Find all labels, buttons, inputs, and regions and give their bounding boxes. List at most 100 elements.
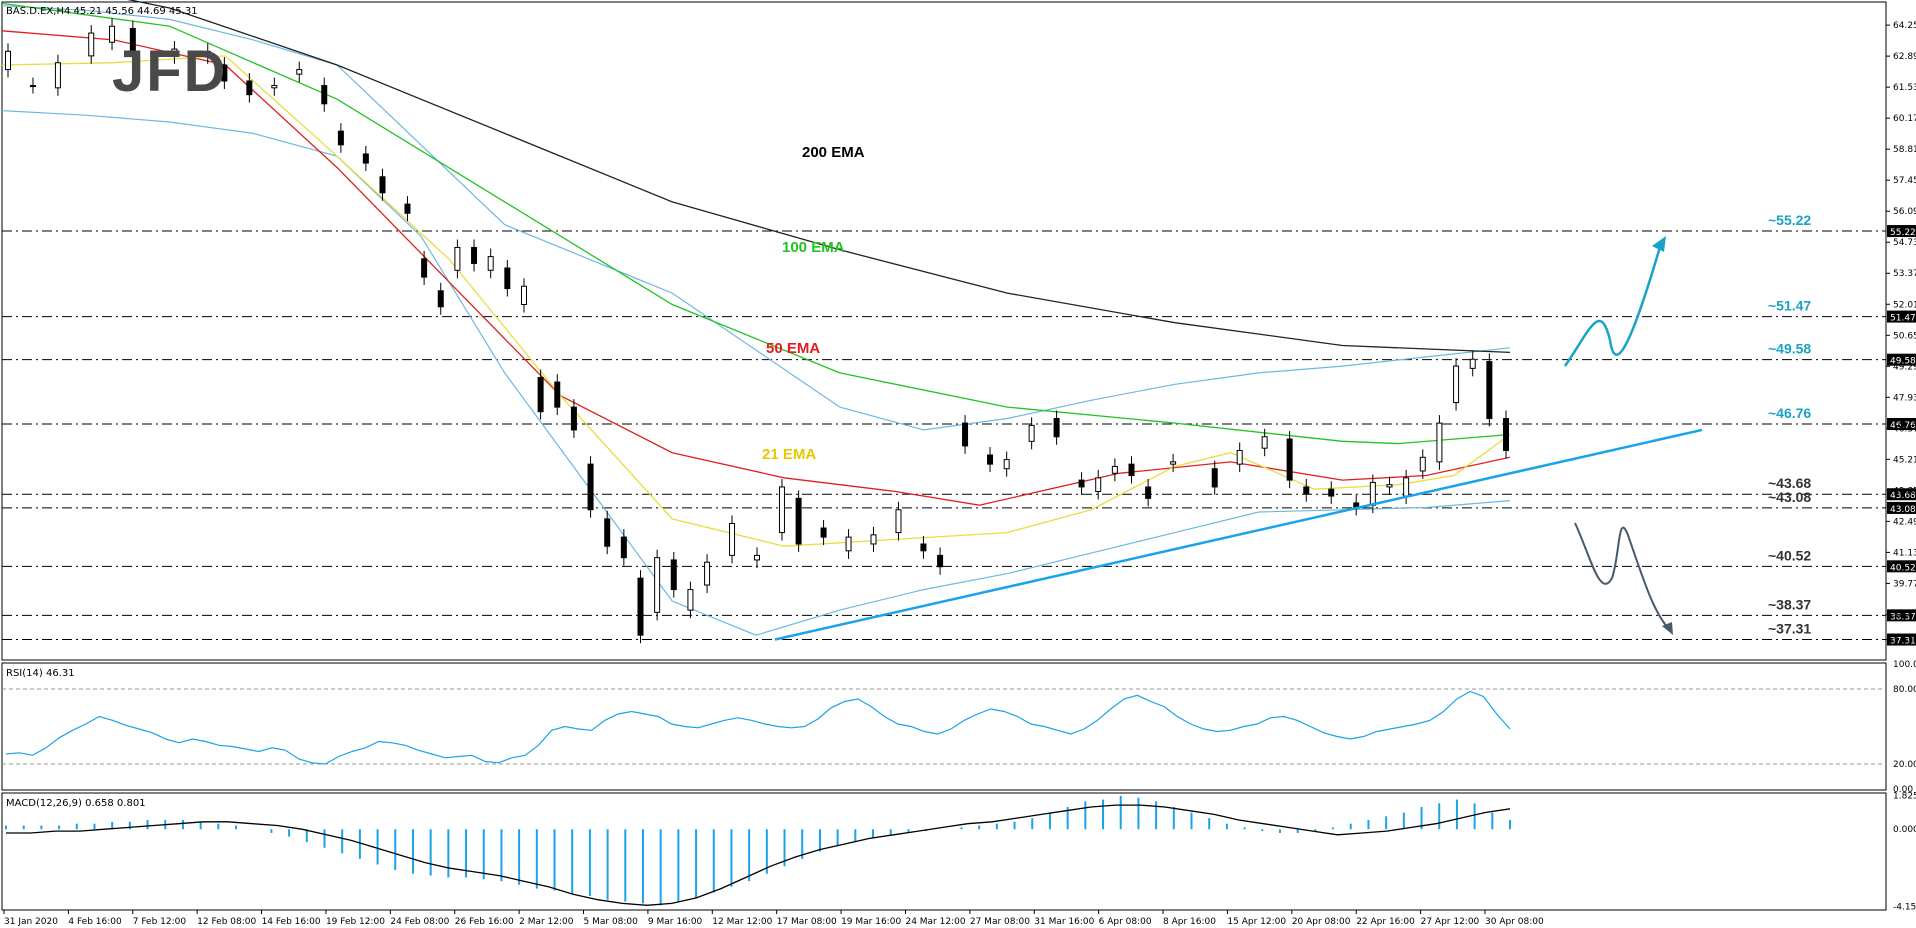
candle-body xyxy=(1236,449,1243,465)
candle-body xyxy=(471,246,478,264)
y-tick-label: 57.45 xyxy=(1893,176,1916,186)
candle-body xyxy=(704,561,711,586)
x-tick-label: 6 Apr 08:00 xyxy=(1099,917,1152,927)
candle-body xyxy=(221,64,228,82)
macd-panel xyxy=(1,792,1887,911)
rsi-line xyxy=(5,690,1511,765)
candle-body xyxy=(554,381,561,408)
y-tick-label: 38.41 xyxy=(1893,610,1916,620)
level-label: ~55.22 xyxy=(1768,212,1811,228)
y-tick-label: 41.13 xyxy=(1893,548,1916,558)
bearish-arrow-head xyxy=(1662,622,1673,635)
x-tick-label: 27 Mar 08:00 xyxy=(970,917,1030,927)
y-tick-label: 61.53 xyxy=(1893,83,1916,93)
y-tick-label: 50.65 xyxy=(1893,331,1916,341)
candle-body xyxy=(129,28,136,55)
candle-body xyxy=(1211,468,1218,488)
rsi-tick-label: 80.00 xyxy=(1893,685,1916,695)
level-axis-tag: 43.08 xyxy=(1890,505,1916,515)
x-tick-label: 9 Mar 16:00 xyxy=(648,917,703,927)
candle-body xyxy=(604,518,611,547)
candle-body xyxy=(1469,358,1476,369)
candle-body xyxy=(1386,484,1393,488)
x-tick-label: 24 Feb 08:00 xyxy=(390,917,449,927)
candle-body xyxy=(654,557,661,613)
x-tick-label: 5 Mar 08:00 xyxy=(584,917,639,927)
x-tick-label: 15 Apr 12:00 xyxy=(1227,917,1286,927)
level-axis-tag: 40.52 xyxy=(1890,563,1916,573)
candle-body xyxy=(754,554,760,561)
candle-body xyxy=(1453,365,1460,404)
level-axis-tag: 46.76 xyxy=(1890,421,1916,431)
rsi-label: RSI(14) 46.31 xyxy=(6,668,75,679)
candle-body xyxy=(520,285,527,305)
candle-body xyxy=(778,486,785,534)
candle-body xyxy=(1053,418,1060,438)
level-axis-tag: 38.37 xyxy=(1890,612,1916,622)
level-axis-tag-bg xyxy=(1887,418,1916,430)
x-tick-label: 31 Jan 2020 xyxy=(4,917,58,927)
x-tick-label: 19 Mar 16:00 xyxy=(841,917,901,927)
candle-body xyxy=(1111,465,1118,474)
rsi-tick-label: 100.00 xyxy=(1893,660,1916,670)
candle-body xyxy=(1128,463,1135,477)
y-tick-label: 39.77 xyxy=(1893,579,1916,589)
bullish-arrow-head xyxy=(1652,236,1666,252)
ema21-line xyxy=(1,55,1511,547)
bearish-arrow-path xyxy=(1574,522,1671,631)
candle-body xyxy=(109,25,116,43)
candle-body xyxy=(987,454,994,465)
candle-body xyxy=(620,536,627,559)
candle-body xyxy=(54,62,61,89)
candle-body xyxy=(1028,424,1035,442)
x-tick-label: 22 Apr 16:00 xyxy=(1356,917,1415,927)
candle-body xyxy=(1303,486,1310,495)
candle-body xyxy=(504,267,511,290)
candle-body xyxy=(1369,481,1376,506)
candle-body xyxy=(795,497,802,545)
y-tick-label: 64.25 xyxy=(1893,21,1916,31)
candle-body xyxy=(88,32,95,57)
ema200-line xyxy=(127,0,1511,354)
level-axis-tag-bg xyxy=(1887,488,1916,501)
rsi-tick-label: 20.00 xyxy=(1893,760,1916,770)
y-tick-label: 46.57 xyxy=(1893,424,1916,434)
level-label: ~51.47 xyxy=(1768,298,1811,314)
ema50-line xyxy=(1,30,1511,506)
y-tick-label: 37.31 xyxy=(1893,636,1916,646)
level-axis-tag: 51.47 xyxy=(1890,314,1916,324)
candle-body xyxy=(171,48,178,57)
candle-body xyxy=(1261,436,1268,449)
candle-body xyxy=(404,203,411,214)
level-label: ~49.58 xyxy=(1768,341,1811,357)
macd-signal-line xyxy=(6,804,1511,906)
x-tick-label: 20 Apr 08:00 xyxy=(1292,917,1351,927)
x-tick-label: 27 Apr 12:00 xyxy=(1421,917,1480,927)
x-tick-label: 8 Apr 16:00 xyxy=(1163,917,1216,927)
ema100-label: 100 EMA xyxy=(782,239,845,256)
watermark-logo: JFD xyxy=(112,39,228,104)
candle-body xyxy=(487,256,494,271)
candle-body xyxy=(895,509,902,534)
y-tick-label: 43.85 xyxy=(1893,486,1916,496)
candle-body xyxy=(670,559,677,591)
y-tick-label: 52.01 xyxy=(1893,300,1916,310)
x-tick-label: 12 Mar 12:00 xyxy=(712,917,772,927)
candle-body xyxy=(587,463,594,511)
macd-tick-label: -4.156 xyxy=(1893,902,1916,912)
candle-body xyxy=(570,406,577,431)
level-axis-tag-bg xyxy=(1887,560,1916,573)
rsi-panel xyxy=(1,662,1887,791)
y-tick-label: 53.37 xyxy=(1893,269,1916,279)
candle-body xyxy=(29,85,36,88)
candle-body xyxy=(1436,422,1443,463)
level-axis-tag-bg xyxy=(1887,609,1916,622)
level-axis-tag-bg xyxy=(1887,225,1916,238)
candle-body xyxy=(820,527,827,538)
level-label: ~38.37 xyxy=(1768,596,1811,612)
candle-body xyxy=(337,130,344,146)
candle-body xyxy=(1003,459,1010,470)
level-label: ~37.31 xyxy=(1768,621,1811,637)
level-axis-tag-bg xyxy=(1887,633,1916,646)
candle-body xyxy=(246,80,253,96)
